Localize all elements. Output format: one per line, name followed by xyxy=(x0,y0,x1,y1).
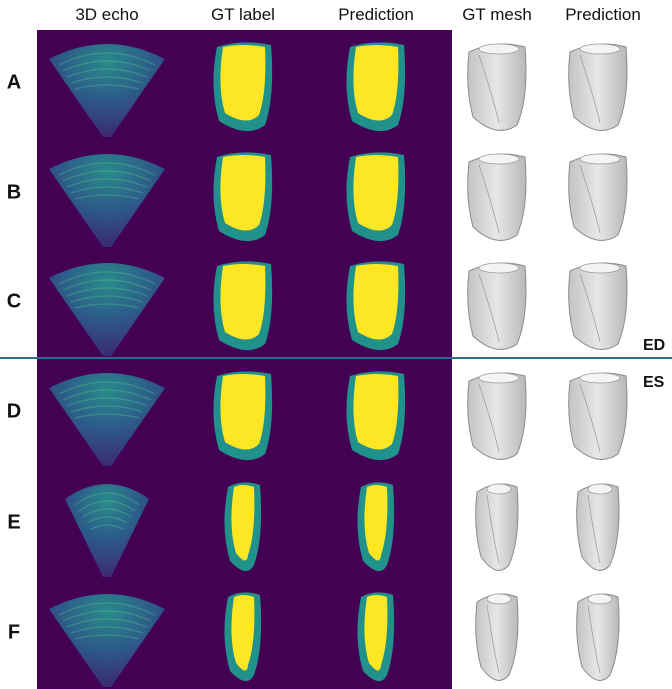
row-label: B xyxy=(7,181,21,203)
mesh-opening xyxy=(580,373,620,383)
mesh-opening xyxy=(487,484,511,494)
segmentation-cavity xyxy=(353,374,398,450)
mesh-opening xyxy=(479,154,519,164)
mesh xyxy=(577,484,619,570)
row-label: D xyxy=(7,400,21,422)
phase-label: ED xyxy=(643,337,665,354)
column-header: GT label xyxy=(211,5,275,24)
figure: 3D echo GT label Prediction GT mesh Predicti… xyxy=(0,0,672,689)
mesh-opening xyxy=(580,44,620,54)
segmentation-cavity xyxy=(353,155,398,231)
mesh-opening xyxy=(487,594,511,604)
mesh xyxy=(468,373,526,459)
mesh xyxy=(468,263,526,349)
phase-label: ES xyxy=(643,374,665,391)
mesh xyxy=(476,594,518,680)
mesh-opening xyxy=(479,263,519,273)
segmentation-cavity xyxy=(353,264,398,340)
segmentation-cavity xyxy=(220,374,265,450)
column-header: 3D echo xyxy=(75,5,138,24)
column-header: Prediction xyxy=(565,5,641,24)
row-label: A xyxy=(7,71,21,93)
row-label: E xyxy=(7,511,20,533)
row-label: C xyxy=(7,290,21,312)
mesh xyxy=(569,44,627,130)
mesh-opening xyxy=(580,154,620,164)
segmentation-cavity xyxy=(220,45,265,121)
mesh-opening xyxy=(580,263,620,273)
mesh xyxy=(569,263,627,349)
mesh xyxy=(577,594,619,680)
mesh xyxy=(468,44,526,130)
mesh-opening xyxy=(588,594,612,604)
mesh xyxy=(476,484,518,570)
column-header: GT mesh xyxy=(462,5,532,24)
mesh xyxy=(569,373,627,459)
column-header: Prediction xyxy=(338,5,414,24)
segmentation-cavity xyxy=(353,45,398,121)
mesh xyxy=(569,154,627,240)
mesh-opening xyxy=(588,484,612,494)
mesh-opening xyxy=(479,44,519,54)
mesh-opening xyxy=(479,373,519,383)
segmentation-cavity xyxy=(220,155,265,231)
mesh xyxy=(468,154,526,240)
segmentation-cavity xyxy=(220,264,265,340)
row-label: F xyxy=(8,621,20,643)
